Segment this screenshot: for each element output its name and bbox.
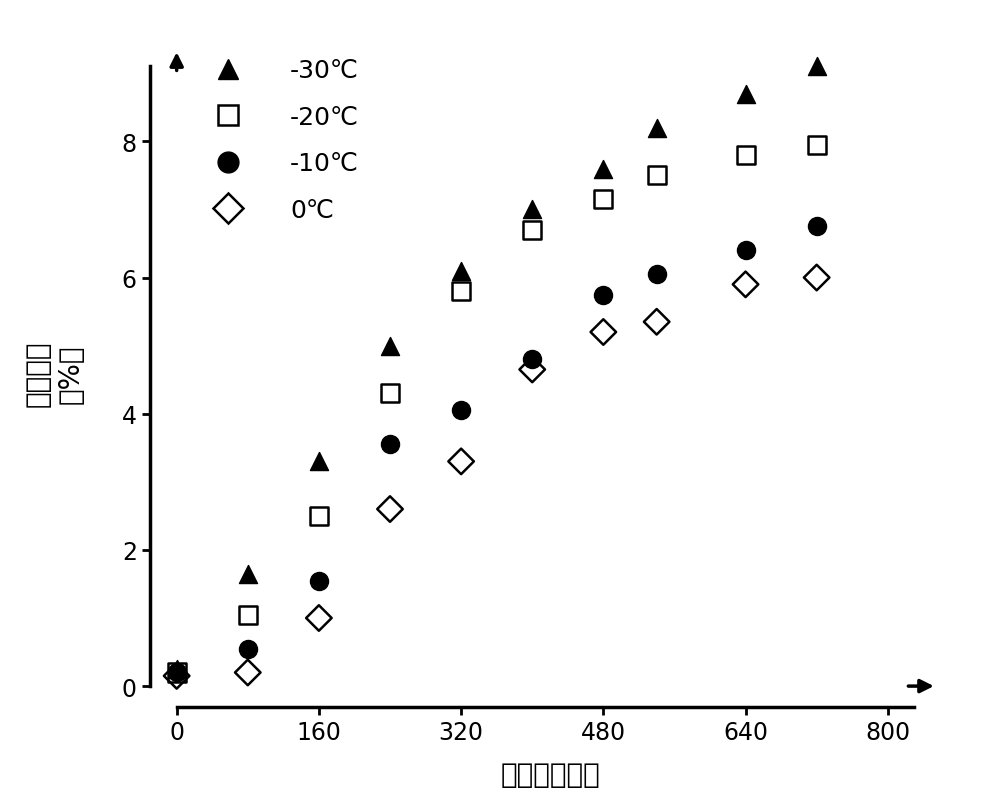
Point (738, 88, 754, 101)
Point (809, 221, 825, 234)
Point (382, 387, 398, 400)
Point (240, 642, 256, 655)
Point (738, 245, 754, 258)
Point (595, 289, 611, 302)
Point (649, 169, 665, 182)
Point (524, 364, 540, 377)
Point (169, 662, 185, 675)
Point (524, 204, 540, 217)
Point (595, 194, 611, 206)
Point (382, 503, 398, 516)
Point (240, 568, 256, 581)
Point (649, 268, 665, 281)
Point (311, 612, 327, 625)
Point (809, 61, 825, 74)
Point (738, 149, 754, 162)
Point (169, 670, 185, 683)
Point (453, 455, 469, 468)
Point (240, 666, 256, 679)
Point (240, 609, 256, 622)
Point (382, 340, 398, 353)
Point (524, 224, 540, 237)
Point (453, 405, 469, 418)
Point (809, 271, 825, 284)
Point (738, 279, 754, 291)
Point (382, 438, 398, 451)
Point (453, 285, 469, 298)
Point (169, 666, 185, 679)
Legend: -30℃, -20℃, -10℃, 0℃: -30℃, -20℃, -10℃, 0℃ (202, 59, 359, 222)
Point (453, 265, 469, 278)
Point (809, 139, 825, 152)
Point (311, 455, 327, 468)
Text: 容量损失
（%）: 容量损失 （%） (24, 340, 84, 406)
X-axis label: 循环加热次数: 循环加热次数 (500, 760, 600, 789)
Point (169, 666, 185, 679)
Point (311, 510, 327, 523)
Point (649, 316, 665, 328)
Point (524, 353, 540, 366)
Point (311, 574, 327, 587)
Point (595, 163, 611, 176)
Point (649, 122, 665, 135)
Point (595, 326, 611, 339)
